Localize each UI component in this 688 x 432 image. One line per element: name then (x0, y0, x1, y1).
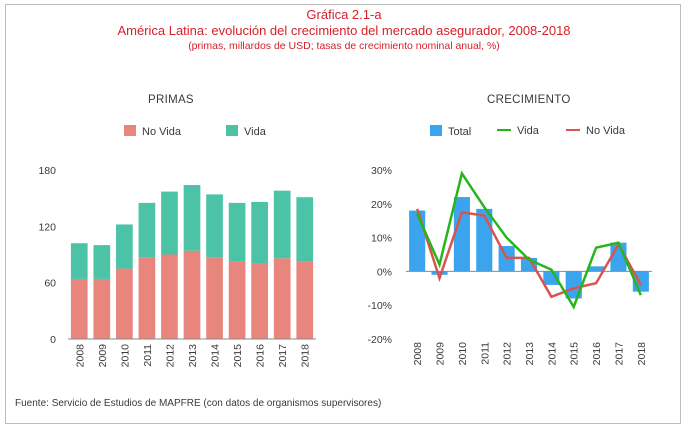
vida-bar (228, 202, 246, 262)
primas-y-tick-label: 180 (38, 165, 56, 177)
chart-subtitle: América Latina: evolución del crecimient… (117, 23, 571, 38)
legend-vida-line: Vida (497, 125, 539, 137)
source-note: Fuente: Servicio de Estudios de MAPFRE (… (15, 398, 382, 409)
crecimiento-y-tick-label: 20% (371, 199, 392, 211)
primas-y-tick-label: 60 (44, 278, 56, 290)
primas-x-tick-label: 2017 (277, 344, 289, 368)
total-bar (409, 210, 426, 272)
crecimiento-x-tick-label: 2009 (435, 342, 447, 366)
chart-frame (5, 4, 681, 424)
vida-bar (183, 185, 201, 251)
legend-no-vida: No Vida (124, 125, 181, 138)
no-vida-bar (161, 254, 178, 339)
crecimiento-panel-title: CRECIMIENTO (487, 94, 571, 106)
crecimiento-y-tick-label: -20% (367, 334, 392, 346)
legend-vida-line-label: Vida (517, 125, 539, 137)
vida-bar (93, 245, 111, 279)
crecimiento-x-tick-label: 2018 (636, 342, 648, 366)
crecimiento-y-tick-label: 0% (377, 266, 392, 278)
no-vida-bar (251, 263, 268, 339)
crecimiento-x-tick-label: 2017 (613, 342, 625, 366)
crecimiento-x-tick-label: 2013 (524, 342, 536, 366)
crecimiento-x-tick-label: 2014 (546, 342, 558, 366)
chart-title: Gráfica 2.1-a (306, 7, 382, 22)
no-vida-bar (138, 257, 156, 339)
primas-x-tick-label: 2011 (142, 344, 154, 367)
legend-vida: Vida (226, 125, 266, 138)
legend-total-swatch (430, 125, 442, 136)
no-vida-bar (273, 258, 291, 339)
primas-x-tick-label: 2014 (210, 344, 222, 368)
crecimiento-y-tick-label: 30% (371, 165, 392, 177)
legend-no-vida-line-swatch (566, 129, 580, 131)
no-vida-bar (228, 261, 246, 339)
legend-vida-swatch (226, 125, 238, 136)
vida-bar (273, 190, 291, 259)
primas-x-tick-label: 2015 (232, 344, 244, 368)
no-vida-bar (70, 278, 88, 339)
legend-no-vida-line-label: No Vida (586, 125, 625, 137)
crecimiento-x-tick-label: 2015 (569, 342, 581, 366)
vida-bar (70, 243, 88, 279)
chart-units-note: (primas, millardos de USD; tasas de crec… (188, 40, 500, 52)
primas-panel-title: PRIMAS (148, 94, 194, 106)
primas-plot: 0 60 120 180 2008 2009 2010 2011 2012 2013 2014 201… (38, 165, 316, 367)
primas-x-tick-label: 2009 (97, 344, 109, 368)
legend-vida-label: Vida (244, 126, 266, 138)
total-bar (453, 197, 470, 272)
legend-no-vida-label: No Vida (142, 126, 181, 138)
vida-bar (296, 197, 314, 262)
vida-bar (251, 201, 268, 264)
vida-bar (116, 224, 133, 269)
chart-title-block: Gráfica 2.1-a América Latina: evolución … (0, 6, 688, 53)
no-vida-bar (206, 257, 223, 339)
primas-x-tick-label: 2010 (119, 344, 131, 368)
legend-total: Total (430, 125, 471, 138)
legend-no-vida-swatch (124, 125, 136, 136)
crecimiento-plot: -20% -10% 0% 10% 20% 30% 2008 2009 2010 2011 2012 2… (367, 165, 652, 365)
crecimiento-x-tick-label: 2011 (479, 342, 491, 365)
no-vida-bar (183, 250, 201, 339)
no-vida-bar (116, 268, 133, 339)
primas-x-tick-label: 2008 (74, 344, 86, 368)
primas-x-tick-label: 2018 (300, 344, 312, 368)
total-bar (588, 266, 605, 272)
primas-x-tick-label: 2013 (187, 344, 199, 368)
vida-bar (138, 202, 156, 258)
crecimiento-y-tick-label: 10% (371, 233, 392, 245)
total-bar (565, 271, 582, 299)
legend-total-label: Total (448, 126, 472, 138)
crecimiento-x-tick-label: 2012 (502, 342, 514, 366)
crecimiento-x-tick-label: 2008 (412, 342, 424, 366)
no-vida-bar (296, 261, 314, 339)
primas-x-tick-label: 2016 (255, 344, 267, 368)
vida-bar (161, 191, 178, 255)
crecimiento-x-tick-label: 2016 (591, 342, 603, 366)
primas-y-tick-label: 120 (38, 221, 56, 233)
vida-growth-line (416, 170, 642, 310)
no-vida-bar (93, 278, 111, 339)
total-bar (476, 208, 493, 272)
crecimiento-x-tick-label: 2010 (457, 342, 469, 366)
legend-no-vida-line: No Vida (566, 125, 625, 137)
primas-x-tick-label: 2012 (164, 344, 176, 368)
crecimiento-y-tick-label: -10% (367, 300, 392, 312)
legend-vida-line-swatch (497, 129, 511, 131)
total-bar (431, 271, 448, 275)
vida-bar (206, 194, 223, 258)
primas-y-tick-label: 0 (50, 334, 56, 346)
